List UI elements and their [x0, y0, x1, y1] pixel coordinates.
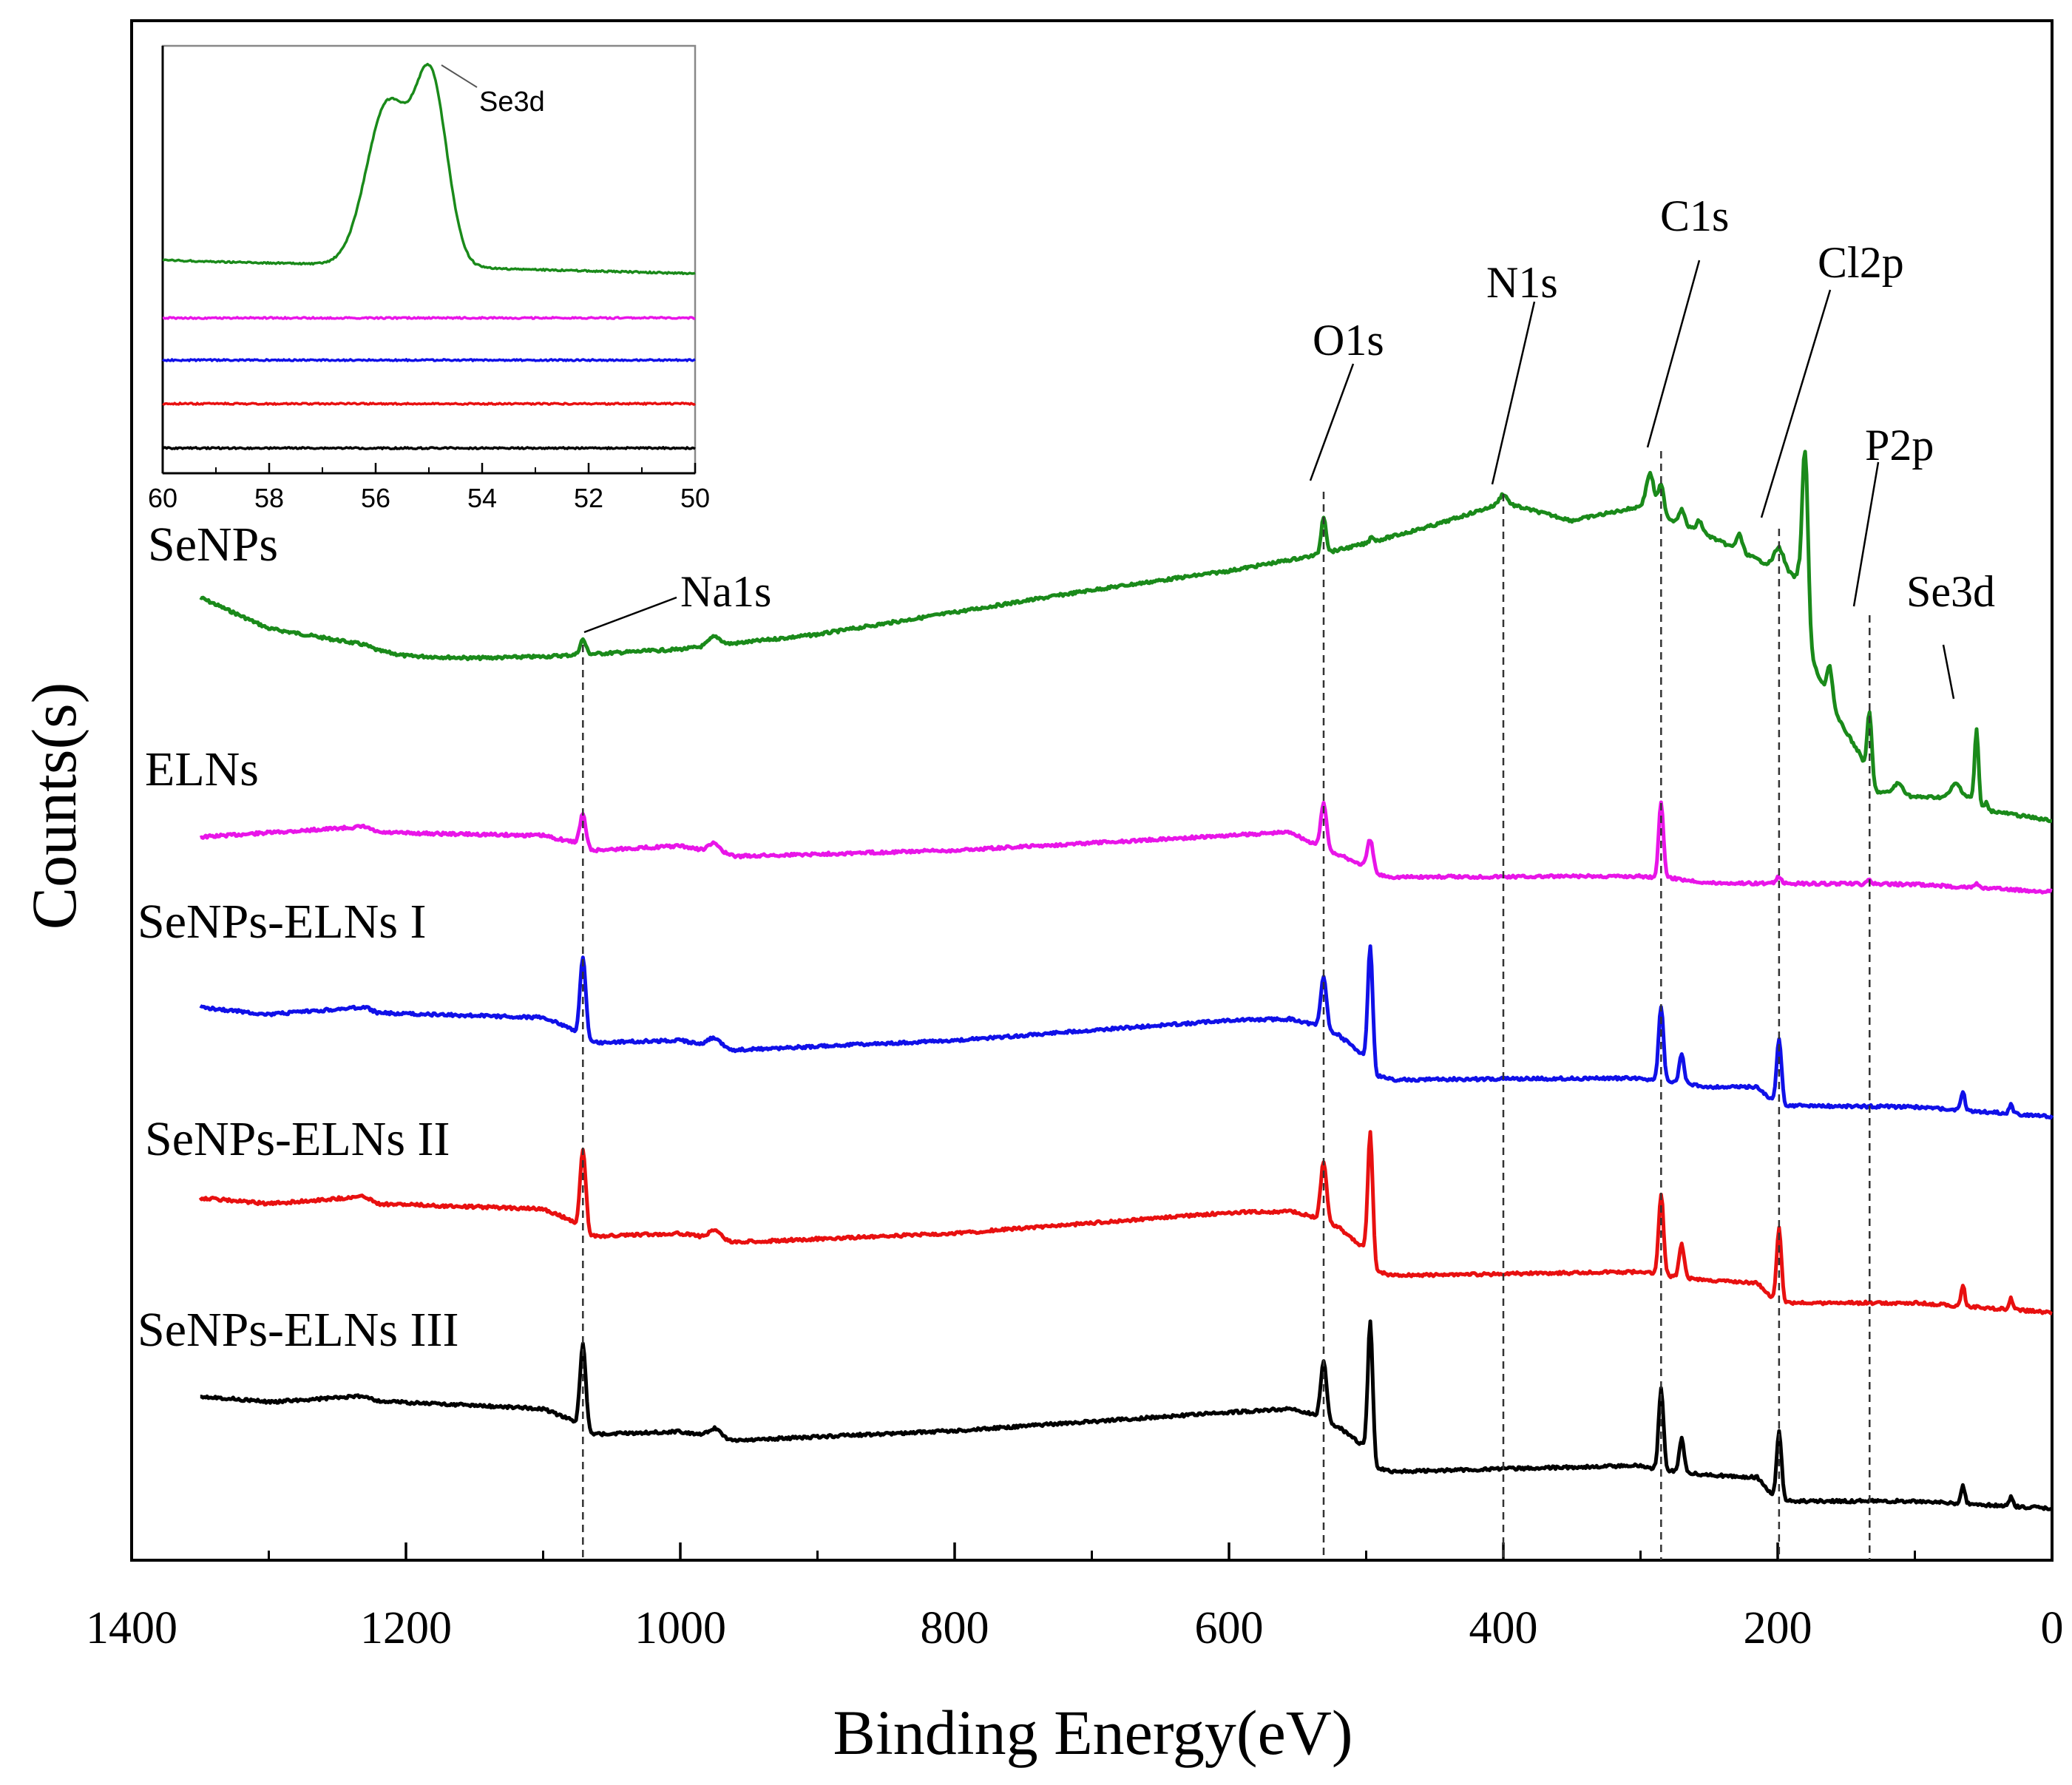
x-tick-label: 1000 — [634, 1603, 726, 1653]
x-axis-title: Binding Energy(eV) — [833, 1697, 1353, 1768]
inset-chart: 60 58 56 54 52 50 Se3d — [148, 44, 710, 513]
x-axis-ticks: 1400 1200 1000 800 600 400 200 0 — [86, 1542, 2064, 1653]
inset-x-tick-label: 54 — [467, 483, 497, 513]
leader-line-n1s — [1491, 301, 1536, 485]
inset-x-tick-label: 56 — [361, 483, 390, 513]
inset-x-tick-label: 58 — [254, 483, 284, 513]
series-senps-elns-ii-line — [198, 1130, 2053, 1315]
peak-annotations: Na1s O1s N1s C1s Cl2p P2p Se3d — [582, 192, 1995, 1560]
series-label-1: ELNs — [145, 742, 259, 796]
x-tick-label: 200 — [1744, 1603, 1812, 1653]
inset-frame — [161, 44, 697, 475]
inset-x-tick-label: 60 — [148, 483, 177, 513]
inset-series-2-line — [161, 358, 696, 362]
leader-line-se3d — [1942, 644, 1955, 700]
spectra — [198, 450, 2054, 1511]
leader-line-na1s — [583, 596, 677, 634]
x-tick-label: 1200 — [360, 1603, 452, 1653]
leader-line-o1s — [1309, 363, 1355, 481]
leader-line-c1s — [1646, 260, 1701, 448]
series-label-4: SeNPs-ELNs III — [138, 1303, 458, 1357]
series-label-3: SeNPs-ELNs II — [145, 1112, 450, 1166]
inset-x-tick-label: 50 — [680, 483, 710, 513]
inset-x-tick-label: 52 — [574, 483, 603, 513]
leader-line-cl2p — [1760, 289, 1832, 518]
series-senps-line — [199, 450, 2053, 824]
peak-label-p2p: P2p — [1865, 421, 1934, 470]
peak-label-se3d: Se3d — [1906, 567, 1995, 616]
x-tick-label: 0 — [2041, 1603, 2064, 1653]
inset-series-0-line — [162, 62, 696, 276]
series-label-2: SeNPs-ELNs I — [138, 895, 427, 949]
x-tick-label: 400 — [1469, 1603, 1538, 1653]
peak-label-n1s: N1s — [1486, 258, 1558, 307]
series-senps-elns-i-line — [199, 944, 2054, 1120]
series-senps-elns-iii-line — [200, 1319, 2053, 1511]
peak-label-o1s: O1s — [1313, 316, 1384, 365]
peak-label-c1s: C1s — [1660, 192, 1729, 240]
inset-leader-line — [441, 64, 478, 88]
peak-label-cl2p: Cl2p — [1818, 238, 1904, 287]
x-tick-label: 800 — [921, 1603, 989, 1653]
inset-series-3-line — [162, 402, 696, 406]
x-tick-label: 1400 — [86, 1603, 177, 1653]
leader-line-p2p — [1852, 461, 1880, 607]
series-elns-line — [199, 800, 2053, 895]
inset-series-4-line — [161, 446, 696, 450]
series-label-0: SeNPs — [148, 518, 278, 572]
peak-label-na1s: Na1s — [680, 567, 771, 616]
inset-series-1-line — [162, 316, 696, 320]
x-tick-label: 600 — [1195, 1603, 1264, 1653]
inset-peak-label: Se3d — [479, 87, 545, 118]
y-axis-title: Counts(s) — [18, 682, 89, 929]
